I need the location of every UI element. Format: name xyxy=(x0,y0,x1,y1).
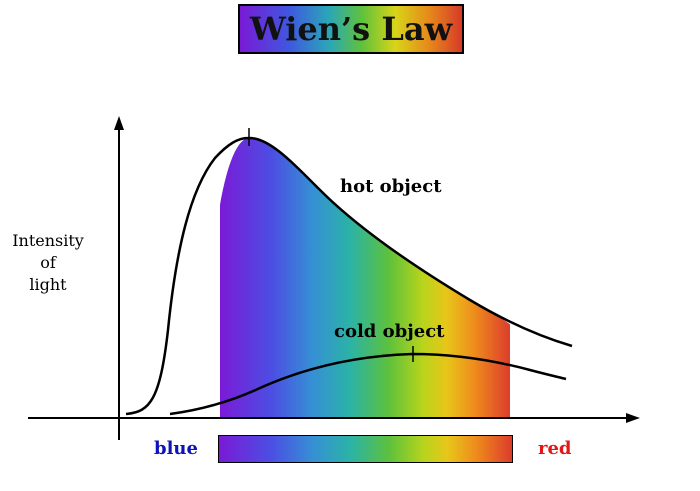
spectrum-bar xyxy=(218,435,513,463)
blue-label: blue xyxy=(154,438,198,459)
red-label: red xyxy=(538,438,572,459)
spectrum-fill xyxy=(220,137,510,418)
cold-object-curve xyxy=(169,352,567,416)
title-box: Wien’s Law xyxy=(238,4,464,54)
y-axis-label-line-1: Intensity xyxy=(12,231,84,250)
y-axis-label: Intensity of light xyxy=(6,230,90,296)
hot-object-label: hot object xyxy=(340,176,442,197)
y-axis-label-line-2: of xyxy=(40,253,56,272)
y-axis-arrow xyxy=(114,116,124,130)
x-axis-arrow xyxy=(626,413,640,423)
y-axis-label-line-3: light xyxy=(29,275,67,294)
diagram-title: Wien’s Law xyxy=(249,10,453,48)
cold-object-label: cold object xyxy=(334,321,445,342)
hot-object-curve xyxy=(125,136,573,416)
